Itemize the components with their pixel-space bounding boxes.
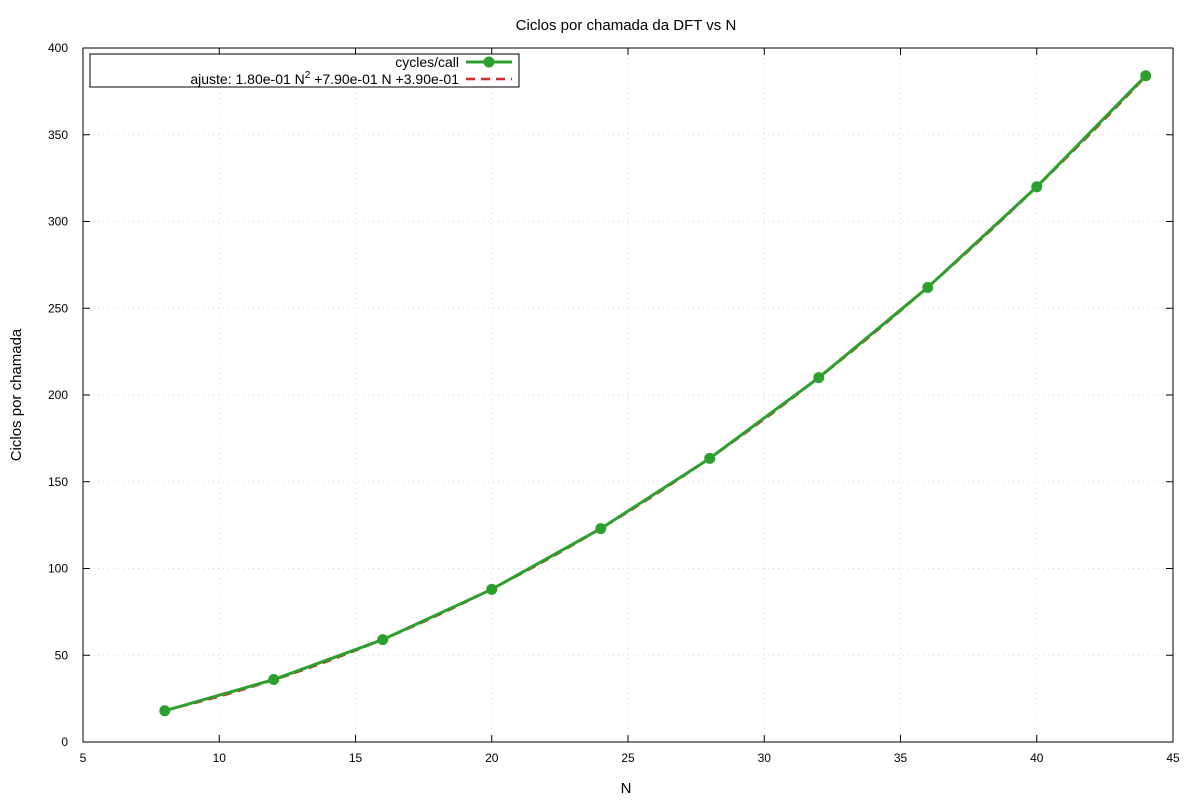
y-tick-label: 300 bbox=[48, 215, 68, 229]
x-tick-label: 15 bbox=[349, 751, 363, 765]
data-point bbox=[922, 281, 934, 293]
legend-box bbox=[89, 53, 520, 88]
data-point bbox=[1140, 70, 1152, 82]
y-tick-label: 100 bbox=[48, 562, 68, 576]
y-axis-title: Ciclos por chamada bbox=[8, 328, 25, 461]
cycles-series-markers bbox=[159, 70, 1152, 717]
data-point bbox=[486, 583, 498, 595]
fit-curve-line bbox=[164, 75, 1147, 712]
cycles-series-line bbox=[164, 74, 1147, 713]
x-tick-label: 25 bbox=[621, 751, 635, 765]
data-point bbox=[813, 372, 825, 384]
x-tick-label: 35 bbox=[894, 751, 908, 765]
x-tick-label: 30 bbox=[758, 751, 772, 765]
data-point bbox=[704, 452, 716, 464]
y-tick-label: 150 bbox=[48, 475, 68, 489]
legend-label-cycles: cycles/call bbox=[395, 54, 459, 70]
legend: cycles/call ajuste: 1.80e-01 N2 +7.90e-0… bbox=[89, 53, 520, 88]
y-tick-label: 0 bbox=[61, 735, 68, 749]
x-tick-label: 45 bbox=[1166, 751, 1180, 765]
x-tick-label: 40 bbox=[1030, 751, 1044, 765]
y-tick-label: 50 bbox=[55, 648, 69, 662]
chart-title: Ciclos por chamada da DFT vs N bbox=[516, 17, 737, 34]
data-point bbox=[268, 674, 280, 686]
y-tick-label: 400 bbox=[48, 41, 68, 55]
x-axis-title: N bbox=[621, 780, 632, 797]
y-tick-label: 250 bbox=[48, 301, 68, 315]
y-tick-label: 350 bbox=[48, 128, 68, 142]
y-tick-label: 200 bbox=[48, 388, 68, 402]
legend-fit-suffix: +7.90e-01 N +3.90e-01 bbox=[310, 71, 459, 87]
grid-lines bbox=[83, 48, 1173, 742]
x-tick-label: 10 bbox=[213, 751, 227, 765]
x-tick-label: 20 bbox=[485, 751, 499, 765]
data-point bbox=[159, 705, 171, 717]
legend-label-fit: ajuste: 1.80e-01 N2 +7.90e-01 N +3.90e-0… bbox=[190, 70, 459, 87]
data-point bbox=[1031, 181, 1043, 193]
legend-fit-prefix: ajuste: 1.80e-01 N bbox=[190, 71, 304, 87]
x-tick-label: 5 bbox=[80, 751, 87, 765]
data-point bbox=[595, 523, 607, 535]
legend-fit-superscript: 2 bbox=[305, 70, 311, 81]
axis-ticks: 0 50 100 150 200 250 300 350 400 5 10 15 20 25 30 35 40 4… bbox=[48, 41, 1180, 765]
legend-marker-cycles bbox=[483, 56, 495, 68]
data-point bbox=[377, 634, 389, 646]
